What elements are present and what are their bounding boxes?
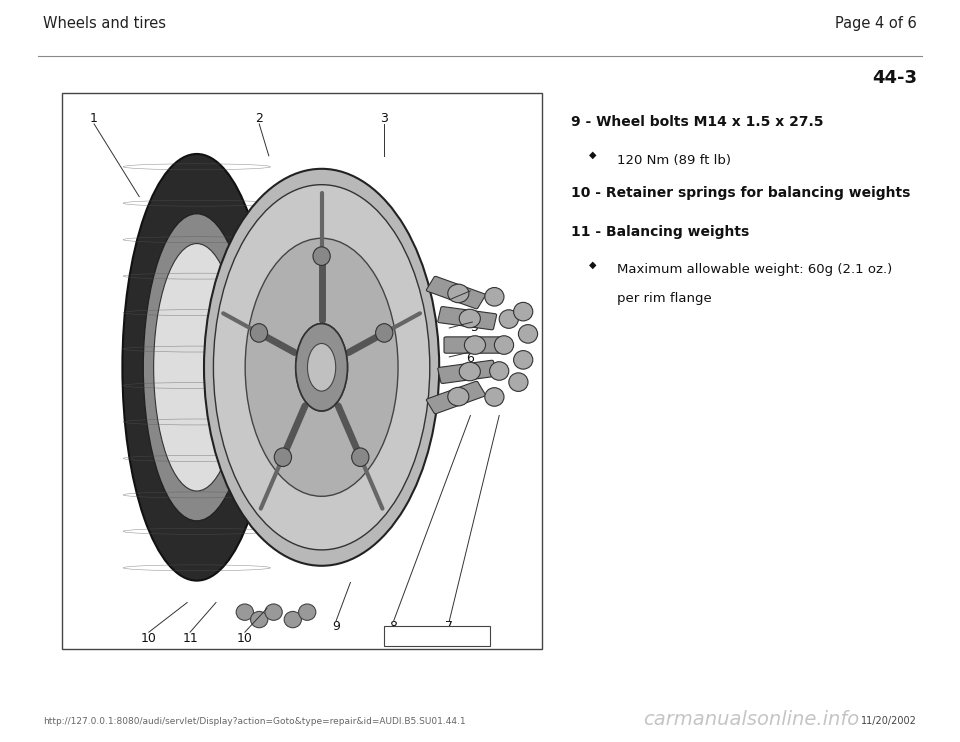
Text: Page 4 of 6: Page 4 of 6 xyxy=(835,16,917,31)
Ellipse shape xyxy=(296,324,348,411)
Ellipse shape xyxy=(494,335,514,354)
Ellipse shape xyxy=(236,604,253,620)
Text: 1: 1 xyxy=(90,112,98,125)
FancyBboxPatch shape xyxy=(438,306,496,329)
Ellipse shape xyxy=(351,448,369,467)
FancyBboxPatch shape xyxy=(438,361,496,384)
Text: ◆: ◆ xyxy=(588,260,596,269)
Ellipse shape xyxy=(284,611,301,628)
Ellipse shape xyxy=(490,362,509,380)
Ellipse shape xyxy=(509,372,528,391)
Text: 11/20/2002: 11/20/2002 xyxy=(861,716,917,726)
Text: carmanualsonline.info: carmanualsonline.info xyxy=(643,709,859,729)
Ellipse shape xyxy=(275,448,292,467)
Ellipse shape xyxy=(251,611,268,628)
Ellipse shape xyxy=(313,247,330,266)
Text: 44-3: 44-3 xyxy=(872,69,917,87)
Ellipse shape xyxy=(122,154,271,580)
Ellipse shape xyxy=(518,325,538,343)
Text: http://127.0.0.1:8080/audi/servlet/Display?action=Goto&type=repair&id=AUDI.B5.SU: http://127.0.0.1:8080/audi/servlet/Displ… xyxy=(43,717,466,726)
Text: 2: 2 xyxy=(255,112,263,125)
FancyBboxPatch shape xyxy=(426,381,486,414)
Text: 3: 3 xyxy=(380,112,388,125)
Text: A44-0055: A44-0055 xyxy=(412,631,462,641)
Bar xyxy=(384,626,490,646)
Ellipse shape xyxy=(465,335,486,354)
Text: per rim flange: per rim flange xyxy=(617,292,712,305)
Ellipse shape xyxy=(514,303,533,321)
Ellipse shape xyxy=(485,288,504,306)
Ellipse shape xyxy=(307,344,336,391)
Text: 9: 9 xyxy=(332,620,340,634)
FancyBboxPatch shape xyxy=(426,276,486,309)
Ellipse shape xyxy=(154,243,240,491)
Ellipse shape xyxy=(375,324,393,342)
Ellipse shape xyxy=(265,604,282,620)
Ellipse shape xyxy=(299,604,316,620)
Text: 10 - Retainer springs for balancing weights: 10 - Retainer springs for balancing weig… xyxy=(571,186,911,200)
Ellipse shape xyxy=(251,324,268,342)
Text: 9 - Wheel bolts M14 x 1.5 x 27.5: 9 - Wheel bolts M14 x 1.5 x 27.5 xyxy=(571,115,824,129)
Text: 7: 7 xyxy=(445,620,453,634)
Text: 5: 5 xyxy=(471,321,479,335)
Ellipse shape xyxy=(499,310,518,328)
Text: 6: 6 xyxy=(467,352,474,365)
Ellipse shape xyxy=(514,351,533,369)
FancyBboxPatch shape xyxy=(444,337,501,353)
Text: Maximum allowable weight: 60g (2.1 oz.): Maximum allowable weight: 60g (2.1 oz.) xyxy=(617,263,893,277)
Ellipse shape xyxy=(296,324,348,411)
Ellipse shape xyxy=(447,284,468,303)
Ellipse shape xyxy=(459,362,480,381)
Ellipse shape xyxy=(459,309,480,328)
Text: 10: 10 xyxy=(237,631,252,645)
Text: 10: 10 xyxy=(141,631,156,645)
Text: 11 - Balancing weights: 11 - Balancing weights xyxy=(571,225,750,239)
Text: 8: 8 xyxy=(390,620,397,634)
Text: 120 Nm (89 ft lb): 120 Nm (89 ft lb) xyxy=(617,154,732,167)
Ellipse shape xyxy=(213,185,430,550)
Ellipse shape xyxy=(245,238,398,496)
Text: Wheels and tires: Wheels and tires xyxy=(43,16,166,31)
Ellipse shape xyxy=(143,214,251,521)
Ellipse shape xyxy=(485,387,504,406)
Text: ◆: ◆ xyxy=(588,150,596,160)
Ellipse shape xyxy=(204,169,440,566)
Ellipse shape xyxy=(447,387,468,406)
Bar xyxy=(62,93,542,649)
Text: 4: 4 xyxy=(467,290,474,303)
Text: 11: 11 xyxy=(182,631,198,645)
Ellipse shape xyxy=(307,344,336,391)
